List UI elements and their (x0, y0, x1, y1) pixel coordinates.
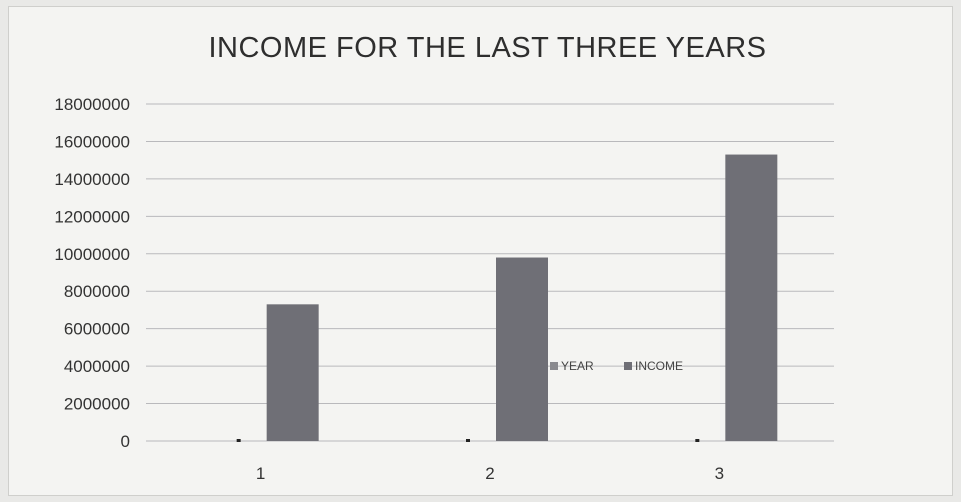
y-tick-label: 14000000 (54, 170, 130, 189)
x-tick-label: 3 (715, 464, 724, 483)
x-tick-label: 1 (256, 464, 265, 483)
legend-label-year: YEAR (561, 359, 594, 373)
y-tick-label: 2000000 (64, 395, 130, 414)
bar-income (725, 154, 778, 442)
y-tick-label: 4000000 (64, 357, 130, 376)
y-tick-label: 8000000 (64, 282, 130, 301)
legend-swatch-year (550, 362, 558, 370)
legend-swatch-income (624, 362, 632, 370)
y-tick-label: 6000000 (64, 320, 130, 339)
y-tick-label: 10000000 (54, 245, 130, 264)
bar-income (496, 257, 548, 441)
bar-year (236, 438, 241, 442)
x-tick-label: 2 (485, 464, 494, 483)
bar-year (695, 438, 700, 442)
chart-frame (8, 6, 953, 496)
y-tick-label: 12000000 (54, 207, 130, 226)
y-tick-label: 0 (121, 432, 130, 451)
bar-year (466, 438, 470, 442)
chart-title: INCOME FOR THE LAST THREE YEARS (208, 32, 767, 64)
y-tick-label: 16000000 (54, 132, 130, 151)
legend-label-income: INCOME (635, 359, 683, 373)
y-tick-label: 18000000 (54, 95, 130, 114)
bar-income (266, 304, 319, 441)
